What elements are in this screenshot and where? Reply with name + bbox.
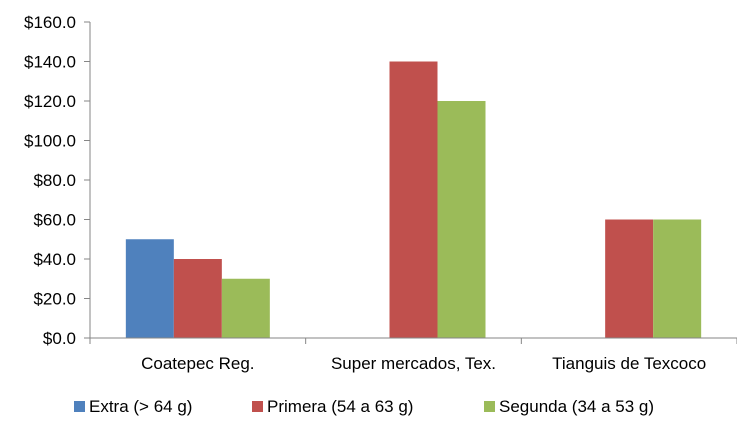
x-tick-label: Coatepec Reg. <box>141 354 254 373</box>
legend: Extra (> 64 g) Primera (54 a 63 g) Segunda… <box>74 397 654 416</box>
y-tick-label: $20.0 <box>33 290 76 309</box>
legend-label: Extra (> 64 g) <box>89 397 192 416</box>
bar <box>389 61 438 338</box>
bars <box>125 61 702 338</box>
y-tick-label: $100.0 <box>24 132 76 151</box>
x-tick-label: Tianguis de Texcoco <box>552 354 706 373</box>
y-tick-label: $60.0 <box>33 211 76 230</box>
bar <box>173 259 222 338</box>
bar <box>125 239 174 338</box>
y-tick-label: $0.0 <box>43 329 76 348</box>
legend-label: Primera (54 a 63 g) <box>267 397 413 416</box>
y-tick-label: $120.0 <box>24 92 76 111</box>
x-axis: Coatepec Reg. Super mercados, Tex. Tiangui… <box>89 337 737 373</box>
legend-swatch <box>252 401 263 412</box>
bar <box>605 219 654 338</box>
y-tick-label: $80.0 <box>33 171 76 190</box>
y-tick-label: $140.0 <box>24 53 76 72</box>
x-tick-label: Super mercados, Tex. <box>331 354 496 373</box>
bar <box>221 278 270 338</box>
legend-swatch <box>484 401 495 412</box>
y-tick-label: $160.0 <box>24 13 76 32</box>
legend-swatch <box>74 401 85 412</box>
bar <box>653 219 702 338</box>
y-axis: $0.0 $20.0 $40.0 $60.0 $80.0 $100.0 $120.0 $140… <box>24 13 91 348</box>
y-tick-label: $40.0 <box>33 250 76 269</box>
bar <box>437 101 486 338</box>
legend-label: Segunda (34 a 53 g) <box>499 397 654 416</box>
